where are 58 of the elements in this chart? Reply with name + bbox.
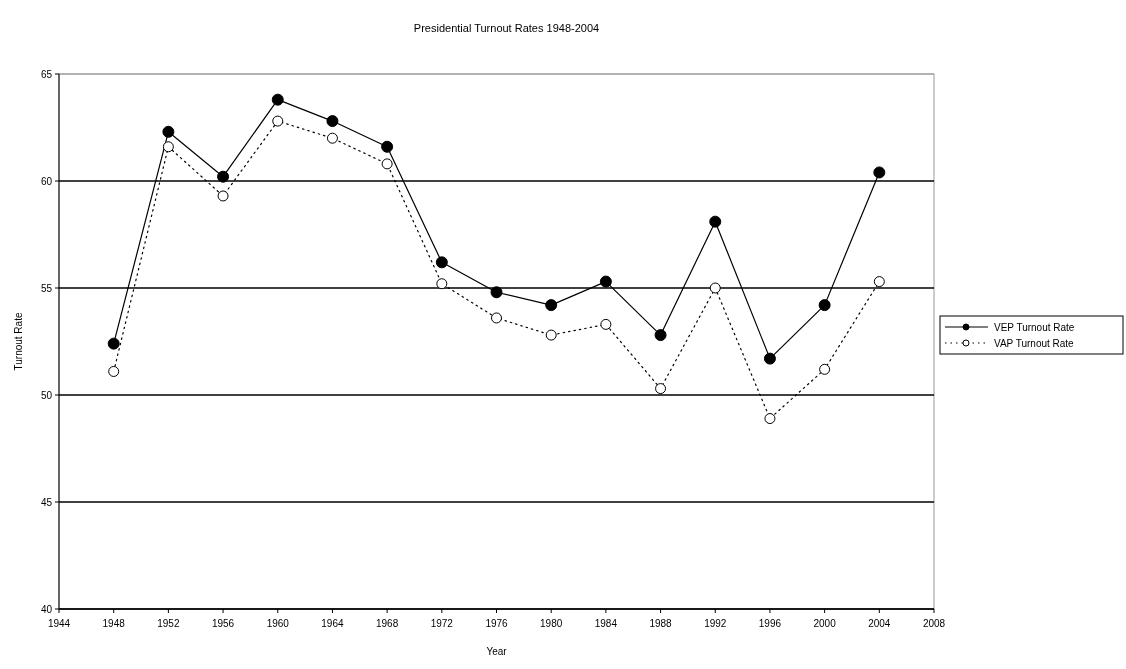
point <box>819 363 831 375</box>
x-tick-label: 1992 <box>704 618 727 629</box>
point <box>709 282 721 294</box>
point <box>873 166 886 179</box>
x-tick-label: 2008 <box>922 618 946 629</box>
point <box>326 115 339 128</box>
point <box>217 190 229 202</box>
x-tick-label: 1972 <box>430 618 454 629</box>
x-tick-label: 1984 <box>594 618 618 629</box>
x-tick-label: 1944 <box>47 618 71 629</box>
point <box>272 115 284 127</box>
legend-label: VAP Turnout Rate <box>994 337 1075 349</box>
point <box>162 141 174 153</box>
point <box>764 413 776 425</box>
point <box>655 383 667 395</box>
x-tick-label: 1952 <box>157 618 180 629</box>
point <box>435 256 448 269</box>
point <box>217 170 230 183</box>
point <box>545 329 557 341</box>
point <box>162 125 175 138</box>
y-tick-label: 60 <box>40 175 53 187</box>
y-tick-label: 50 <box>40 389 53 401</box>
point <box>709 215 722 228</box>
y-tick-label: 45 <box>40 496 53 508</box>
x-tick-label: 2000 <box>813 618 837 629</box>
point <box>326 132 338 144</box>
point <box>107 337 120 350</box>
y-tick-label: 65 <box>40 68 53 80</box>
x-tick-label: 1996 <box>758 618 782 629</box>
point <box>381 140 394 153</box>
point <box>545 299 558 312</box>
x-tick-label: 1976 <box>485 618 509 629</box>
y-axis-title: Turnout Rate <box>13 312 24 371</box>
x-tick-label: 1980 <box>540 618 563 629</box>
x-tick-label: 2004 <box>868 618 891 629</box>
legend-label: VEP Turnout Rate <box>994 321 1075 333</box>
x-tick-label: 1988 <box>649 618 673 629</box>
point <box>600 318 612 330</box>
chart-title: Presidential Turnout Rates 1948-2004 <box>413 22 600 34</box>
point <box>108 365 120 377</box>
y-tick-label: 55 <box>40 282 53 294</box>
x-tick-label: 1960 <box>266 618 290 629</box>
x-tick-label: 1968 <box>376 618 399 629</box>
point <box>491 312 502 324</box>
x-axis-title: Year <box>486 646 508 657</box>
x-tick-label: 1964 <box>321 618 344 629</box>
point <box>490 286 503 299</box>
x-tick-label: 1956 <box>211 618 235 629</box>
point <box>763 352 776 365</box>
point <box>436 278 448 290</box>
point <box>818 299 831 312</box>
y-tick-label: 40 <box>40 603 53 615</box>
x-tick-label: 1948 <box>102 618 126 629</box>
point <box>381 158 393 170</box>
point <box>271 93 284 106</box>
point <box>873 276 885 288</box>
point <box>599 275 612 288</box>
point <box>654 329 667 342</box>
